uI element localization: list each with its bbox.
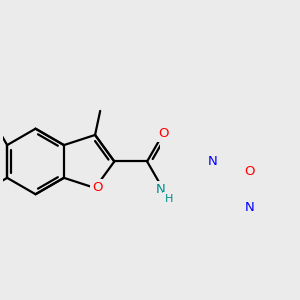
Text: O: O xyxy=(92,182,103,194)
Text: N: N xyxy=(244,201,254,214)
Text: N: N xyxy=(208,155,218,168)
Text: H: H xyxy=(165,194,174,204)
Text: O: O xyxy=(244,165,254,178)
Text: O: O xyxy=(158,127,169,140)
Text: N: N xyxy=(156,183,166,196)
